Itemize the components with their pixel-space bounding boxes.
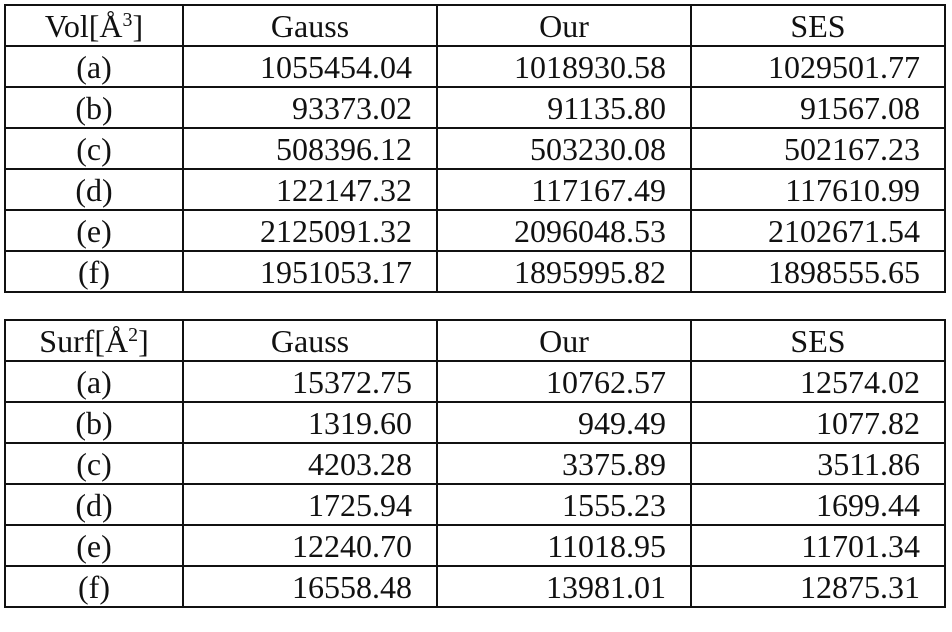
row-label: (b) (4, 86, 184, 129)
table-row: (d) 122147.32 117167.49 117610.99 (4, 168, 946, 211)
row-label: (f) (4, 565, 184, 608)
surface-label-header: Surf[Å2] (4, 319, 184, 362)
table-cell: 1077.82 (690, 401, 946, 444)
surface-header-row: Surf[Å2] Gauss Our SES (4, 319, 946, 362)
table-cell: 11018.95 (436, 524, 692, 567)
table-row: (b) 1319.60 949.49 1077.82 (4, 401, 946, 444)
table-row: (d) 1725.94 1555.23 1699.44 (4, 483, 946, 526)
column-header: SES (690, 4, 946, 47)
table-cell: 2102671.54 (690, 209, 946, 252)
table-row: (e) 2125091.32 2096048.53 2102671.54 (4, 209, 946, 252)
table-cell: 1951053.17 (182, 250, 438, 293)
row-label: (a) (4, 45, 184, 88)
table-row: (c) 508396.12 503230.08 502167.23 (4, 127, 946, 170)
table-cell: 1555.23 (436, 483, 692, 526)
column-header: SES (690, 319, 946, 362)
table-row: (f) 16558.48 13981.01 12875.31 (4, 565, 946, 608)
table-cell: 93373.02 (182, 86, 438, 129)
table-cell: 2096048.53 (436, 209, 692, 252)
table-cell: 13981.01 (436, 565, 692, 608)
row-label: (f) (4, 250, 184, 293)
row-label: (d) (4, 483, 184, 526)
row-label: (e) (4, 524, 184, 567)
table-cell: 1319.60 (182, 401, 438, 444)
table-cell: 16558.48 (182, 565, 438, 608)
table-cell: 3375.89 (436, 442, 692, 485)
table-cell: 10762.57 (436, 360, 692, 403)
table-cell: 15372.75 (182, 360, 438, 403)
volume-label-header: Vol[Å3] (4, 4, 184, 47)
row-label: (c) (4, 442, 184, 485)
table-cell: 1055454.04 (182, 45, 438, 88)
table-cell: 949.49 (436, 401, 692, 444)
row-label: (e) (4, 209, 184, 252)
table-cell: 1029501.77 (690, 45, 946, 88)
table-row: (c) 4203.28 3375.89 3511.86 (4, 442, 946, 485)
table-cell: 117610.99 (690, 168, 946, 211)
row-label: (b) (4, 401, 184, 444)
row-label: (d) (4, 168, 184, 211)
surface-table: Surf[Å2] Gauss Our SES (a) 15372.75 1076… (4, 319, 946, 608)
table-cell: 502167.23 (690, 127, 946, 170)
table-cell: 3511.86 (690, 442, 946, 485)
column-header: Gauss (182, 4, 438, 47)
column-header: Our (436, 319, 692, 362)
table-row: (a) 1055454.04 1018930.58 1029501.77 (4, 45, 946, 88)
table-cell: 508396.12 (182, 127, 438, 170)
column-header: Our (436, 4, 692, 47)
table-cell: 4203.28 (182, 442, 438, 485)
column-header: Gauss (182, 319, 438, 362)
table-row: (a) 15372.75 10762.57 12574.02 (4, 360, 946, 403)
table-cell: 91135.80 (436, 86, 692, 129)
table-cell: 1699.44 (690, 483, 946, 526)
table-row: (e) 12240.70 11018.95 11701.34 (4, 524, 946, 567)
volume-header-row: Vol[Å3] Gauss Our SES (4, 4, 946, 47)
table-cell: 1018930.58 (436, 45, 692, 88)
table-cell: 12240.70 (182, 524, 438, 567)
row-label: (c) (4, 127, 184, 170)
table-cell: 91567.08 (690, 86, 946, 129)
table-cell: 1725.94 (182, 483, 438, 526)
table-cell: 11701.34 (690, 524, 946, 567)
table-cell: 12875.31 (690, 565, 946, 608)
row-label: (a) (4, 360, 184, 403)
volume-table: Vol[Å3] Gauss Our SES (a) 1055454.04 101… (4, 4, 946, 293)
table-cell: 1898555.65 (690, 250, 946, 293)
table-row: (f) 1951053.17 1895995.82 1898555.65 (4, 250, 946, 293)
table-cell: 503230.08 (436, 127, 692, 170)
table-cell: 1895995.82 (436, 250, 692, 293)
table-row: (b) 93373.02 91135.80 91567.08 (4, 86, 946, 129)
table-cell: 2125091.32 (182, 209, 438, 252)
table-cell: 117167.49 (436, 168, 692, 211)
table-cell: 12574.02 (690, 360, 946, 403)
table-cell: 122147.32 (182, 168, 438, 211)
